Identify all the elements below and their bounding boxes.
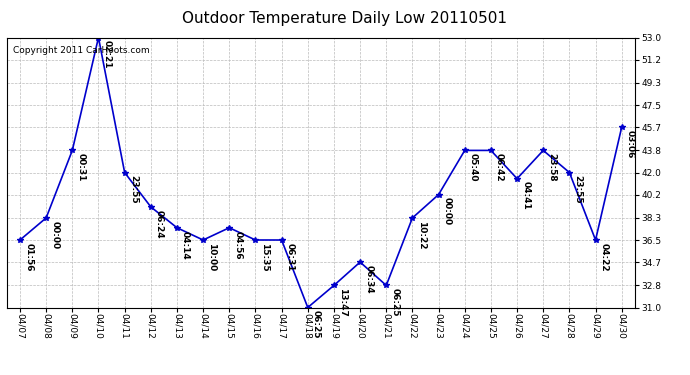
Text: 13:47: 13:47: [338, 288, 347, 317]
Text: 04:14: 04:14: [181, 231, 190, 259]
Text: 23:55: 23:55: [129, 175, 138, 204]
Text: 15:35: 15:35: [259, 243, 268, 272]
Text: 06:31: 06:31: [286, 243, 295, 271]
Text: 00:00: 00:00: [50, 220, 59, 249]
Text: 01:56: 01:56: [24, 243, 33, 271]
Text: 06:24: 06:24: [155, 210, 164, 238]
Text: 06:25: 06:25: [312, 310, 321, 339]
Text: 10:00: 10:00: [207, 243, 216, 271]
Text: 03:06: 03:06: [626, 130, 635, 158]
Text: 06:25: 06:25: [391, 288, 400, 316]
Text: 00:00: 00:00: [443, 197, 452, 225]
Text: Copyright 2011 CarHoots.com: Copyright 2011 CarHoots.com: [13, 46, 150, 55]
Text: 04:41: 04:41: [521, 182, 530, 210]
Text: 10:22: 10:22: [417, 220, 426, 249]
Text: 06:42: 06:42: [495, 153, 504, 182]
Text: 23:58: 23:58: [547, 153, 556, 182]
Text: 00:31: 00:31: [77, 153, 86, 182]
Text: 06:34: 06:34: [364, 265, 373, 294]
Text: 02:21: 02:21: [103, 40, 112, 69]
Text: 23:55: 23:55: [573, 175, 582, 204]
Text: Outdoor Temperature Daily Low 20110501: Outdoor Temperature Daily Low 20110501: [182, 11, 508, 26]
Text: 04:22: 04:22: [600, 243, 609, 272]
Text: 04:56: 04:56: [233, 231, 242, 259]
Text: 05:40: 05:40: [469, 153, 478, 182]
